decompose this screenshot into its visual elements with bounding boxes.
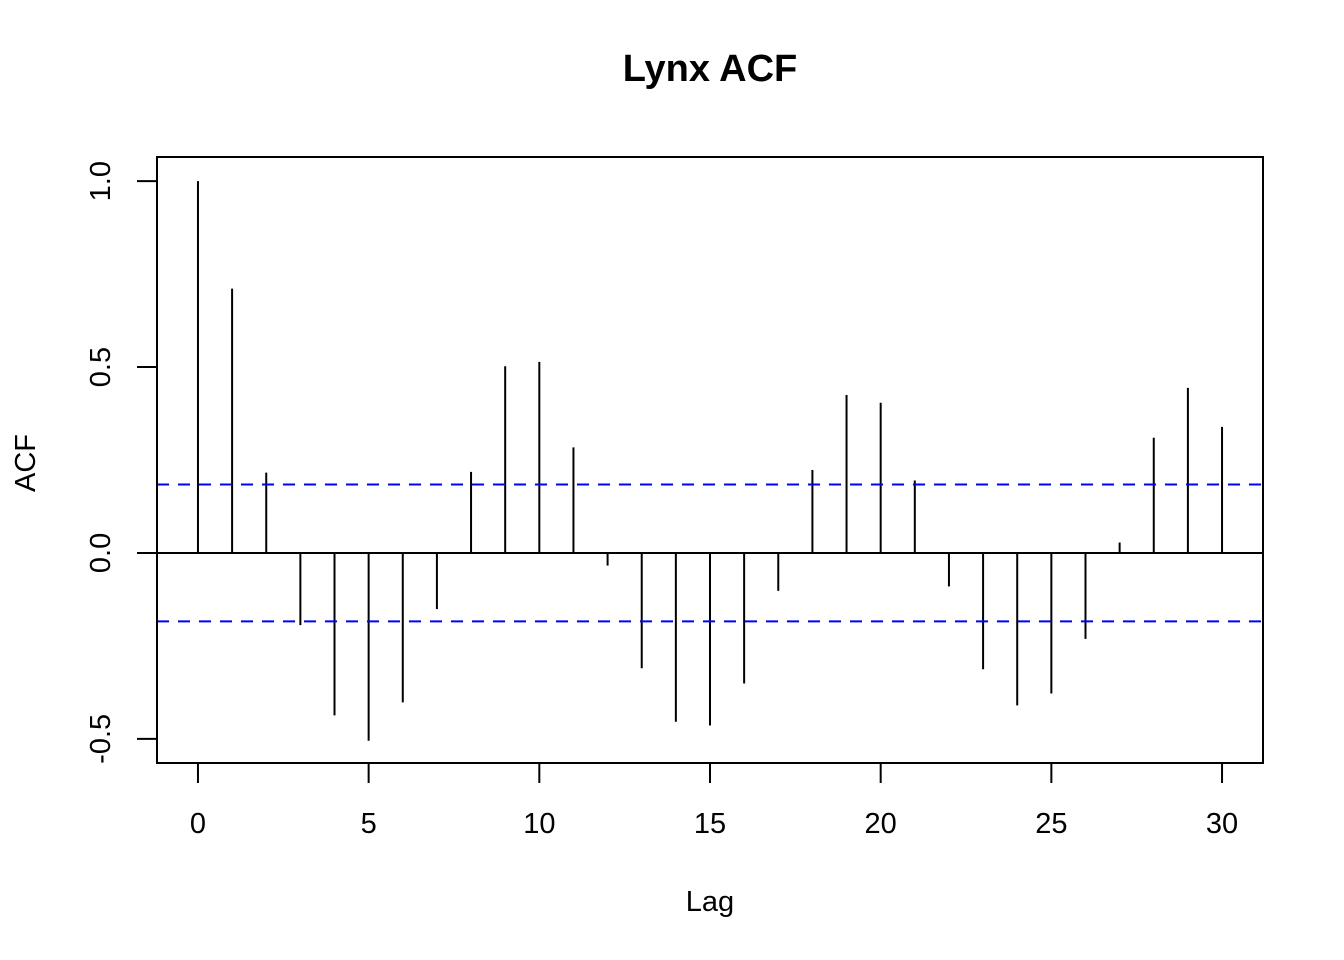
confidence-bounds: [157, 483, 1263, 623]
x-tick-label: 30: [1206, 808, 1238, 840]
y-axis-label: ACF: [10, 434, 42, 492]
x-tick-label: 15: [694, 808, 726, 840]
x-tick-label: 10: [523, 808, 555, 840]
y-tick-label: 1.0: [85, 161, 117, 201]
acf-bars: [157, 181, 1263, 741]
y-tick-label: 0.5: [85, 347, 117, 387]
x-tick-label: 20: [865, 808, 897, 840]
x-tick-label: 0: [190, 808, 206, 840]
x-tick-label: 25: [1035, 808, 1067, 840]
y-tick-label: -0.5: [85, 714, 117, 764]
y-axis: -0.5 0.0 0.5 1.0: [85, 161, 158, 764]
chart-title: Lynx ACF: [623, 48, 798, 90]
x-axis: 0 5 10 15 20 25 30: [190, 762, 1238, 840]
x-axis-label: Lag: [686, 886, 734, 918]
x-tick-label: 5: [361, 808, 377, 840]
y-tick-label: 0.0: [85, 533, 117, 573]
